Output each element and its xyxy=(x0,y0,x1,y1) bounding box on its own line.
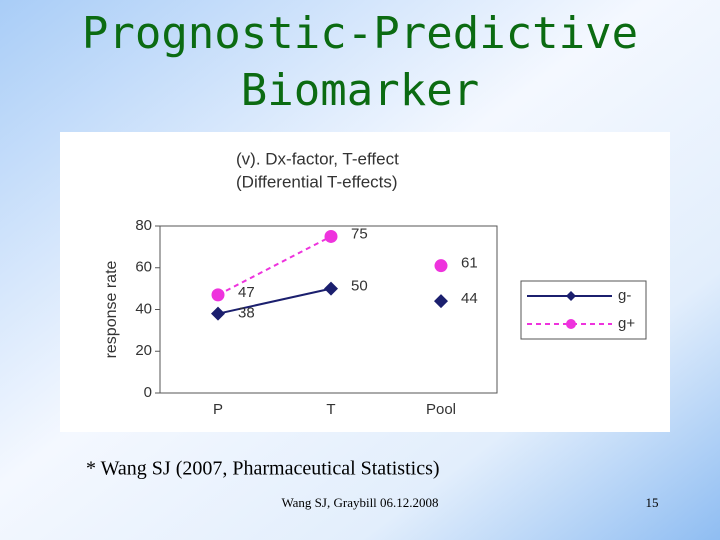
y-tick-label: 0 xyxy=(144,384,152,401)
x-tick-label: T xyxy=(326,401,335,418)
marker xyxy=(434,259,448,273)
chart-subtitle: (Differential T-effects) xyxy=(236,172,398,191)
x-tick-label: Pool xyxy=(426,401,456,418)
series-line xyxy=(217,235,332,296)
series-line xyxy=(217,287,332,315)
y-tick-label: 40 xyxy=(135,300,152,317)
marker xyxy=(211,306,225,321)
legend-label: g- xyxy=(618,287,631,304)
y-tick-label: 60 xyxy=(135,259,152,276)
legend-marker xyxy=(566,291,576,301)
x-tick-label: P xyxy=(213,401,223,418)
slide-title: Prognostic-Predictive xyxy=(82,8,638,59)
chart: (v). Dx-factor, T-effect (Differential T-… xyxy=(103,149,647,418)
data-label: 47 xyxy=(238,284,255,301)
data-label: 44 xyxy=(461,290,478,307)
chart-title: (v). Dx-factor, T-effect xyxy=(236,149,399,168)
marker xyxy=(324,229,338,243)
marker xyxy=(211,288,225,302)
y-axis-label: response rate xyxy=(103,260,120,358)
legend-marker xyxy=(566,319,576,329)
slide-title: Biomarker xyxy=(241,65,479,116)
data-label: 38 xyxy=(238,305,255,322)
y-tick-label: 20 xyxy=(135,342,152,359)
legend-label: g+ xyxy=(618,315,635,332)
marker xyxy=(324,281,338,296)
legend-box xyxy=(520,280,647,340)
data-label: 75 xyxy=(351,225,368,242)
footnote: * Wang SJ (2007, Pharmaceutical Statisti… xyxy=(86,458,440,480)
data-label: 50 xyxy=(351,278,368,295)
footer: Wang SJ, Graybill 06.12.2008 xyxy=(281,495,438,510)
marker xyxy=(434,294,448,309)
page-number: 15 xyxy=(646,495,659,510)
data-label: 61 xyxy=(461,255,478,272)
y-tick-label: 80 xyxy=(135,217,152,234)
